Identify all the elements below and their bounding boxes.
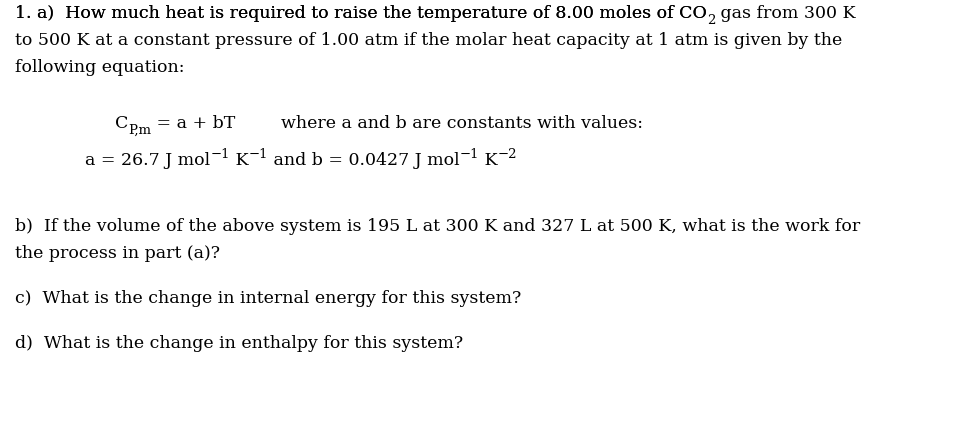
Text: K: K [230, 152, 248, 169]
Text: = a + bT: = a + bT [152, 115, 235, 132]
Text: where a and b are constants with values:: where a and b are constants with values: [281, 115, 643, 132]
Text: the process in part (a)?: the process in part (a)? [15, 245, 220, 262]
Text: to 500 K at a constant pressure of 1.00 atm if the molar heat capacity at 1 atm : to 500 K at a constant pressure of 1.00 … [15, 32, 843, 49]
Text: P,m: P,m [128, 124, 152, 137]
Text: −1: −1 [459, 148, 479, 161]
Text: b)  If the volume of the above system is 195 L at 300 K and 327 L at 500 K, what: b) If the volume of the above system is … [15, 218, 860, 234]
Text: −1: −1 [210, 148, 230, 161]
Text: c)  What is the change in internal energy for this system?: c) What is the change in internal energy… [15, 289, 522, 306]
Text: −1: −1 [248, 148, 268, 161]
Text: d)  What is the change in enthalpy for this system?: d) What is the change in enthalpy for th… [15, 334, 463, 351]
Text: 2: 2 [706, 14, 715, 27]
Text: gas from 300 K: gas from 300 K [715, 5, 856, 22]
Text: following equation:: following equation: [15, 59, 185, 76]
Text: −2: −2 [497, 148, 517, 161]
Text: K: K [479, 152, 497, 169]
Text: 1. a)  How much heat is required to raise the temperature of 8.00 moles of CO: 1. a) How much heat is required to raise… [15, 5, 706, 22]
Text: 1. a)  How much heat is required to raise the temperature of 8.00 moles of CO: 1. a) How much heat is required to raise… [15, 5, 706, 22]
Text: and b = 0.0427 J mol: and b = 0.0427 J mol [268, 152, 459, 169]
Text: C: C [115, 115, 128, 132]
Text: a = 26.7 J mol: a = 26.7 J mol [85, 152, 210, 169]
